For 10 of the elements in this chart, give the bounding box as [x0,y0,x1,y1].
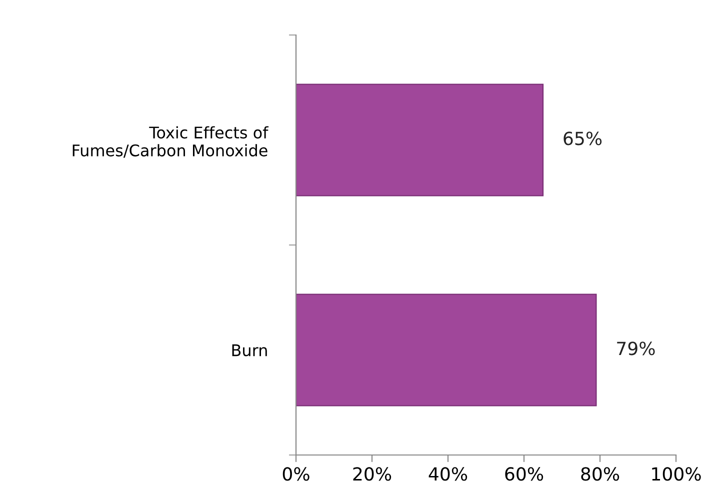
x-tick-label: 0% [282,467,310,481]
y-tick-label: Burn [232,344,267,356]
data-label: 79% [617,342,655,356]
x-tick-label: 60% [505,467,544,481]
x-tick-label: 80% [581,467,620,481]
x-tick-label: 20% [353,467,392,481]
x-tick-label: 40% [428,467,468,481]
x-tick-label: 100% [652,467,701,481]
y-tick-label: Toxic Effects of Fumes/Carbon Monoxide [72,126,269,158]
data-label: 65% [564,132,602,146]
